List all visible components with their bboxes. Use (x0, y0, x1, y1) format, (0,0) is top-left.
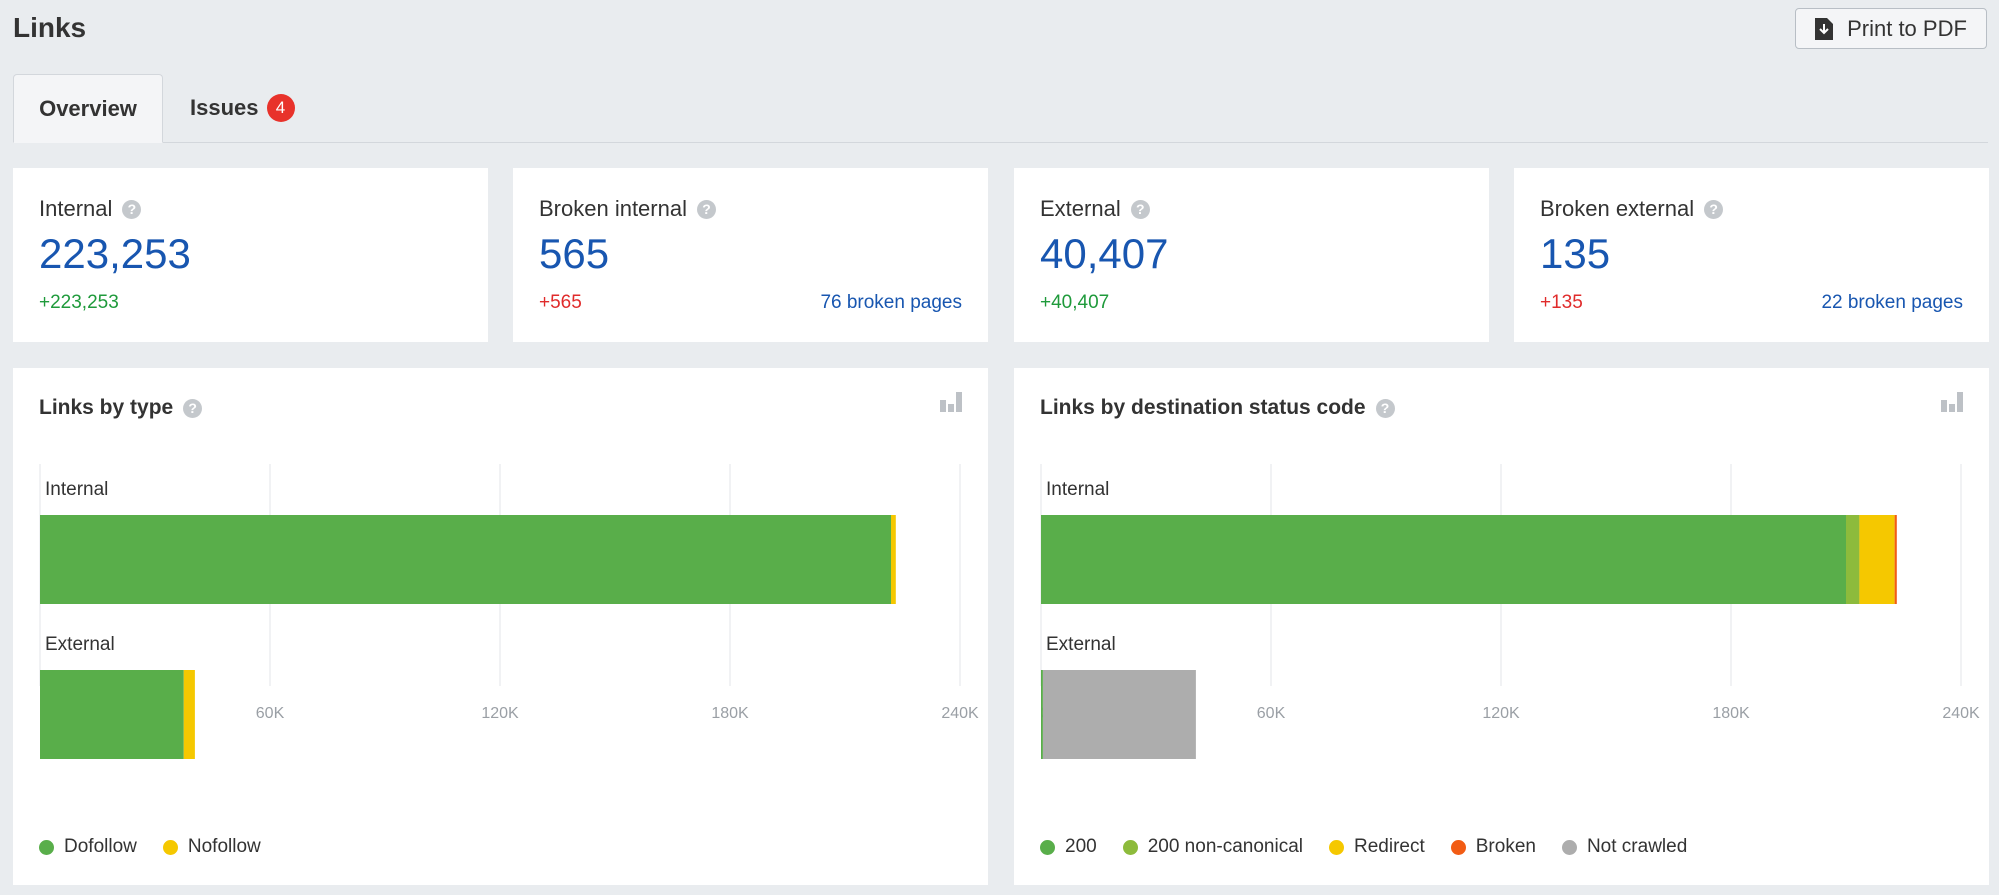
links-by-status-chart: 060K120K180K240KInternalExternal (1040, 464, 1980, 759)
broken-pages-link[interactable]: 76 broken pages (820, 292, 962, 313)
bar-segment (1041, 670, 1043, 759)
legend-label: 200 non-canonical (1147, 836, 1303, 857)
bar-segment (183, 670, 195, 759)
legend-item-200[interactable]: 200 (1040, 836, 1097, 858)
bar-segment (40, 515, 891, 604)
metric-delta: +135 (1540, 292, 1583, 313)
bar-segment (1041, 515, 1846, 604)
help-icon[interactable]: ? (696, 199, 716, 219)
legend-dot (1329, 839, 1344, 855)
download-icon (1815, 17, 1834, 40)
tab-issues[interactable]: Issues 4 (190, 74, 295, 142)
bar-chart-icon[interactable] (1941, 392, 1963, 412)
legend-item-broken[interactable]: Broken (1450, 836, 1536, 858)
x-tick-label: 120K (481, 705, 519, 722)
x-tick-label: 240K (941, 705, 979, 722)
chart-title-row: Links by destination status code ? (1040, 396, 1395, 420)
help-icon[interactable]: ? (183, 398, 203, 418)
legend-label: Broken (1475, 836, 1536, 857)
x-tick-label: 180K (711, 705, 749, 722)
legend-dot (1450, 839, 1466, 855)
legend-label: Nofollow (187, 836, 261, 857)
tab-issues-label: Issues (190, 95, 259, 120)
bar-segment (1859, 515, 1895, 604)
metric-label-row: Broken external ? (1540, 196, 1724, 222)
bar-segment (1894, 515, 1897, 604)
tab-bar: Overview Issues 4 (13, 74, 1988, 143)
metric-value: 40,407 (1040, 230, 1169, 277)
help-icon[interactable]: ? (122, 199, 142, 219)
issues-count-badge: 4 (266, 94, 295, 122)
legend-label: Dofollow (64, 836, 137, 857)
x-tick-label: 60K (1257, 705, 1286, 722)
category-label: External (1046, 634, 1116, 655)
metric-label: External (1040, 196, 1121, 221)
legend-item-not-crawled[interactable]: Not crawled (1561, 836, 1688, 858)
legend-item-nofollow[interactable]: Nofollow (162, 836, 261, 858)
chart-card-links-by-status: Links by destination status code ? 060K1… (1014, 368, 1989, 885)
help-icon[interactable]: ? (1130, 199, 1150, 219)
tab-overview[interactable]: Overview (13, 74, 163, 143)
legend-dot (162, 839, 178, 855)
bar-segment (1846, 515, 1860, 604)
page-title: Links (13, 12, 87, 43)
legend-label: Redirect (1354, 836, 1425, 857)
category-label: External (45, 634, 115, 655)
legend-item-200-non-canonical[interactable]: 200 non-canonical (1122, 836, 1303, 858)
metric-card-external: External ? 40,407 +40,407 (1014, 168, 1489, 342)
metric-label-row: Broken internal ? (539, 196, 716, 222)
legend-dot (1122, 839, 1138, 855)
x-tick-label: 60K (256, 705, 285, 722)
metric-card-internal: Internal ? 223,253 +223,253 (13, 168, 488, 342)
x-tick-label: 120K (1482, 705, 1520, 722)
legend-label: 200 (1065, 836, 1097, 857)
metric-delta: +40,407 (1040, 292, 1110, 313)
legend-dot (1561, 839, 1577, 855)
chart-title: Links by destination status code (1040, 396, 1366, 419)
chart-legend: Dofollow Nofollow (39, 836, 261, 858)
metric-card-broken-internal: Broken internal ? 565 +565 76 broken pag… (513, 168, 988, 342)
metric-label: Internal (39, 196, 113, 221)
bar-segment (1042, 670, 1196, 759)
chart-legend: 200 200 non-canonical Redirect Broken No… (1040, 836, 1687, 858)
legend-label: Not crawled (1586, 836, 1688, 857)
metric-value: 135 (1540, 230, 1611, 277)
help-icon[interactable]: ? (1375, 398, 1395, 418)
bar-chart-icon[interactable] (940, 392, 962, 412)
legend-dot (39, 839, 54, 855)
print-to-pdf-button[interactable]: Print to PDF (1795, 8, 1987, 49)
legend-dot (1040, 839, 1055, 855)
help-icon[interactable]: ? (1704, 199, 1724, 219)
category-label: Internal (45, 479, 108, 500)
x-tick-label: 180K (1712, 705, 1750, 722)
print-to-pdf-label: Print to PDF (1847, 15, 1967, 41)
chart-title-row: Links by type ? (39, 396, 203, 420)
x-tick-label: 240K (1942, 705, 1980, 722)
legend-item-dofollow[interactable]: Dofollow (39, 836, 137, 858)
metric-delta: +223,253 (39, 292, 119, 313)
bar-segment (40, 670, 184, 759)
metric-value: 223,253 (39, 230, 191, 277)
metric-label-row: Internal ? (39, 196, 142, 222)
metric-value: 565 (539, 230, 610, 277)
metric-label: Broken external (1540, 196, 1695, 221)
links-by-type-chart: 060K120K180K240KInternalExternal (39, 464, 979, 759)
metric-label-row: External ? (1040, 196, 1150, 222)
category-label: Internal (1046, 479, 1109, 500)
chart-card-links-by-type: Links by type ? 060K120K180K240KInternal… (13, 368, 988, 885)
metric-label: Broken internal (539, 196, 687, 221)
bar-segment (891, 515, 896, 604)
metric-card-broken-external: Broken external ? 135 +135 22 broken pag… (1514, 168, 1989, 342)
broken-pages-link[interactable]: 22 broken pages (1821, 292, 1963, 313)
metric-delta: +565 (539, 292, 582, 313)
chart-title: Links by type (39, 396, 174, 419)
legend-item-redirect[interactable]: Redirect (1329, 836, 1425, 858)
